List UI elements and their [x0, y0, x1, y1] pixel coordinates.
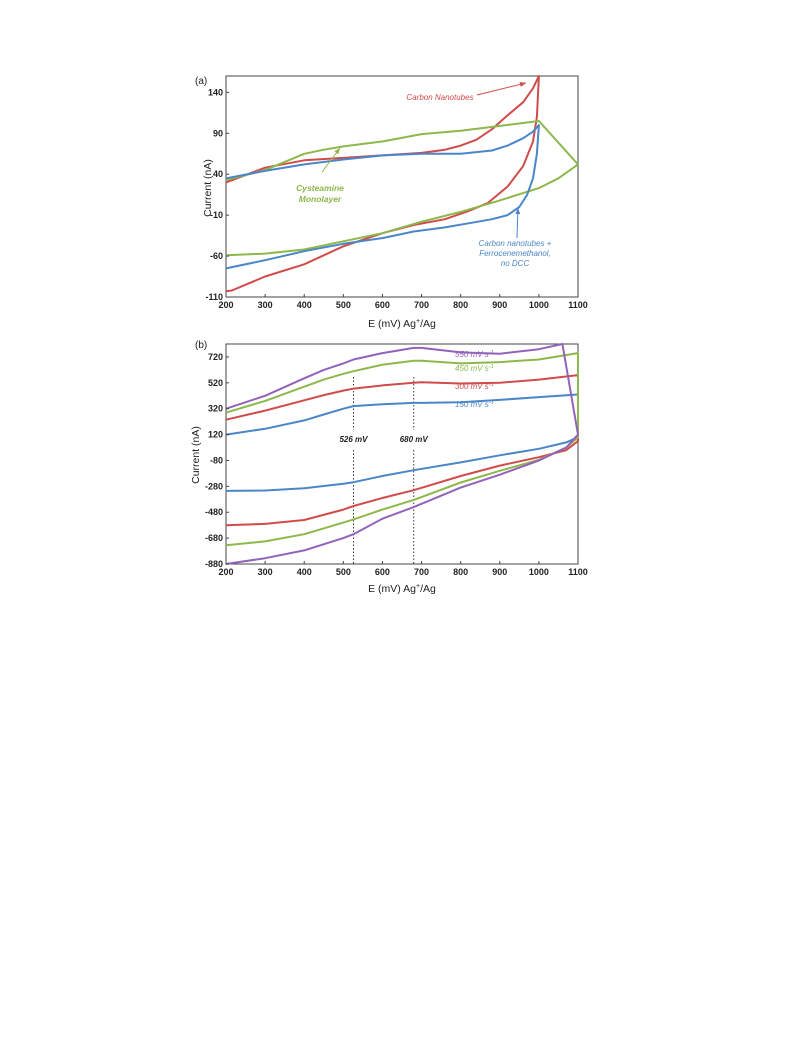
- y-tick-label: 90: [213, 128, 223, 138]
- x-tick-label: 300: [258, 300, 273, 310]
- annotation-line: Carbon Nanotubes: [406, 93, 473, 102]
- y-tick-label: -480: [205, 507, 223, 517]
- annotation-arrow: [476, 82, 527, 96]
- panel-b-tick-labels: 200 300 400 500 600 700 800 900 1000 1100 -880 -680…: [205, 352, 588, 577]
- annotation-line: no DCC: [501, 259, 530, 268]
- y-tick-label: -110: [205, 292, 223, 302]
- panel-a-series-group: [225, 75, 579, 293]
- series-line-3: [225, 343, 579, 565]
- panel-b-x-axis-label-main: E (mV) Ag: [368, 583, 416, 595]
- y-tick-label: 40: [213, 169, 223, 179]
- y-tick-label: 720: [208, 352, 223, 362]
- y-tick-label: 320: [208, 404, 223, 414]
- panel-b-chart: (b) 526 mV 680 mV 200 300 400 500 600 700 800 90…: [190, 340, 588, 595]
- panel-a-x-axis-label-main: E (mV) Ag: [368, 318, 416, 330]
- x-tick-label: 1000: [529, 567, 549, 577]
- panel-a-tick-labels: 200 300 400 500 600 700 800 900 1000 1100 -110 -60 -…: [205, 87, 587, 310]
- x-tick-label: 600: [375, 300, 390, 310]
- panel-b-x-axis-label-sup: +: [416, 583, 420, 590]
- plot-frame: [225, 343, 579, 565]
- panel-a-x-axis-label-suffix: /Ag: [420, 318, 436, 330]
- x-tick-label: 900: [492, 567, 507, 577]
- panel-b-series-group: [225, 343, 579, 565]
- panel-b-x-axis-label: E (mV) Ag+/Ag: [368, 583, 436, 595]
- annotation-line: Cysteamine: [296, 183, 344, 193]
- x-tick-label: 600: [375, 567, 390, 577]
- annotation-line: Carbon nanotubes +: [479, 239, 552, 248]
- x-tick-label: 400: [297, 567, 312, 577]
- series-line-2: [225, 352, 579, 547]
- x-tick-label: 700: [414, 300, 429, 310]
- y-tick-label: 140: [208, 87, 223, 97]
- panel-a-x-axis-label: E (mV) Ag+/Ag: [368, 318, 436, 330]
- y-tick-label: 120: [208, 430, 223, 440]
- x-tick-label: 900: [492, 300, 507, 310]
- panel-a-plot-area: [225, 75, 579, 298]
- series-line-1: [225, 120, 579, 257]
- x-tick-label: 500: [336, 300, 351, 310]
- panel-b-x-axis-label-suffix: /Ag: [420, 583, 436, 595]
- panel-a-x-axis-label-sup: +: [416, 318, 420, 325]
- annotation-arrowhead: [334, 148, 340, 155]
- panel-b-series-labels: 150 mV s-1 300 mV s-1 450 mV s-1 550 mV s-1: [455, 350, 494, 409]
- series-label: 300 mV s-1: [455, 382, 494, 391]
- panel-b-y-axis-label: Current (nA): [190, 426, 202, 484]
- panel-b-plot-area: [225, 343, 579, 565]
- annotation-arrowhead: [515, 208, 521, 215]
- series-label: 150 mV s-1: [455, 400, 494, 409]
- series-line-2: [225, 124, 540, 270]
- annotation-arrowhead: [519, 81, 526, 87]
- x-tick-label: 1100: [568, 300, 588, 310]
- panel-a-label: (a): [195, 76, 207, 87]
- panel-b-label: (b): [195, 340, 207, 351]
- x-tick-label: 700: [414, 567, 429, 577]
- plot-frame: [225, 75, 579, 298]
- series-label: 550 mV s-1: [455, 350, 494, 359]
- marker-label: 680 mV: [400, 435, 429, 444]
- x-tick-label: 1000: [529, 300, 549, 310]
- y-tick-label: -10: [210, 210, 223, 220]
- series-label: 450 mV s-1: [455, 364, 494, 373]
- annotation-line: Ferrocenemethanol,: [479, 249, 551, 258]
- y-tick-label: -880: [205, 559, 223, 569]
- y-tick-label: -60: [210, 251, 223, 261]
- x-tick-label: 500: [336, 567, 351, 577]
- x-tick-label: 200: [218, 300, 233, 310]
- x-tick-label: 400: [297, 300, 312, 310]
- y-tick-label: -680: [205, 533, 223, 543]
- x-tick-label: 300: [258, 567, 273, 577]
- panel-a-y-axis-label: Current (nA): [202, 159, 214, 217]
- x-tick-label: 1100: [568, 567, 588, 577]
- marker-label: 526 mV: [339, 435, 368, 444]
- y-tick-label: -280: [205, 481, 223, 491]
- panel-a-chart: (a) 200 300 400 500 600 700 800 900 1000 1100 -110…: [195, 75, 588, 330]
- y-tick-label: 520: [208, 378, 223, 388]
- x-tick-label: 800: [453, 567, 468, 577]
- x-tick-label: 800: [453, 300, 468, 310]
- annotation-line: Monolayer: [299, 194, 342, 204]
- x-tick-label: 200: [218, 567, 233, 577]
- y-tick-label: -80: [210, 455, 223, 465]
